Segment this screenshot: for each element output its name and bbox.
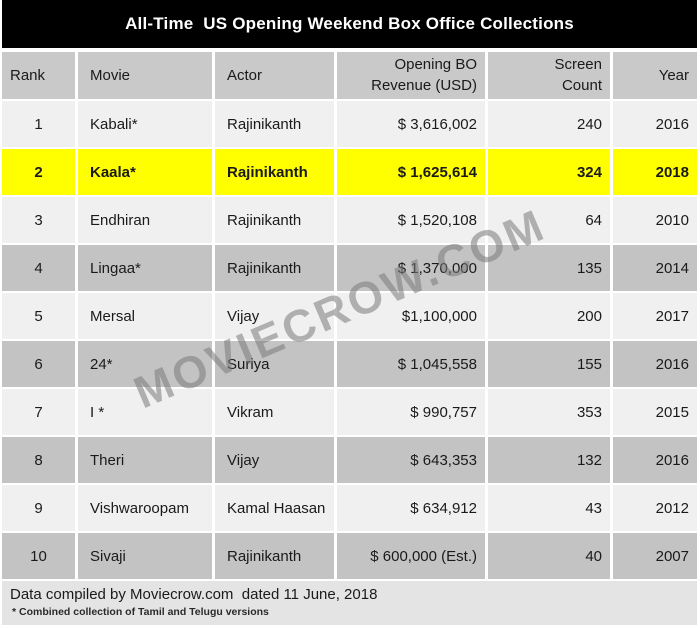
cell-rank: 4 xyxy=(2,245,75,291)
cell-revenue: $ 643,353 xyxy=(337,437,485,483)
cell-actor: Suriya xyxy=(215,341,334,387)
cell-rank: 10 xyxy=(2,533,75,579)
cell-rank: 1 xyxy=(2,101,75,147)
cell-year: 2012 xyxy=(613,485,697,531)
col-header-revenue: Opening BO Revenue (USD) xyxy=(337,52,485,99)
cell-revenue: $ 1,045,558 xyxy=(337,341,485,387)
cell-year: 2014 xyxy=(613,245,697,291)
col-header-movie: Movie xyxy=(78,52,212,99)
cell-actor: Rajinikanth xyxy=(215,245,334,291)
cell-rank: 5 xyxy=(2,293,75,339)
cell-revenue: $1,100,000 xyxy=(337,293,485,339)
cell-actor: Vijay xyxy=(215,293,334,339)
cell-year: 2016 xyxy=(613,101,697,147)
cell-actor: Rajinikanth xyxy=(215,533,334,579)
cell-actor: Vijay xyxy=(215,437,334,483)
cell-movie: I * xyxy=(78,389,212,435)
cell-screens: 155 xyxy=(488,341,610,387)
cell-movie: Sivaji xyxy=(78,533,212,579)
cell-movie: Mersal xyxy=(78,293,212,339)
cell-revenue: $ 634,912 xyxy=(337,485,485,531)
cell-year: 2017 xyxy=(613,293,697,339)
col-header-rank: Rank xyxy=(2,52,75,99)
col-header-year: Year xyxy=(613,52,697,99)
cell-actor: Vikram xyxy=(215,389,334,435)
cell-actor: Rajinikanth xyxy=(215,101,334,147)
cell-screens: 43 xyxy=(488,485,610,531)
cell-actor: Rajinikanth xyxy=(215,149,334,195)
cell-actor: Kamal Haasan xyxy=(215,485,334,531)
cell-revenue: $ 3,616,002 xyxy=(337,101,485,147)
cell-movie: Theri xyxy=(78,437,212,483)
box-office-table: Rank Movie Actor Opening BO Revenue (USD… xyxy=(2,52,697,579)
cell-rank: 7 xyxy=(2,389,75,435)
cell-movie: Kaala* xyxy=(78,149,212,195)
cell-movie: 24* xyxy=(78,341,212,387)
cell-year: 2010 xyxy=(613,197,697,243)
cell-movie: Lingaa* xyxy=(78,245,212,291)
cell-revenue: $ 600,000 (Est.) xyxy=(337,533,485,579)
cell-movie: Vishwaroopam xyxy=(78,485,212,531)
cell-screens: 40 xyxy=(488,533,610,579)
cell-screens: 64 xyxy=(488,197,610,243)
cell-movie: Endhiran xyxy=(78,197,212,243)
cell-year: 2016 xyxy=(613,341,697,387)
col-header-actor: Actor xyxy=(215,52,334,99)
cell-revenue: $ 1,520,108 xyxy=(337,197,485,243)
cell-rank: 8 xyxy=(2,437,75,483)
cell-screens: 324 xyxy=(488,149,610,195)
cell-movie: Kabali* xyxy=(78,101,212,147)
cell-revenue: $ 1,625,614 xyxy=(337,149,485,195)
cell-revenue: $ 990,757 xyxy=(337,389,485,435)
cell-year: 2018 xyxy=(613,149,697,195)
page-title: All-Time US Opening Weekend Box Office C… xyxy=(125,14,574,33)
col-header-screens: Screen Count xyxy=(488,52,610,99)
cell-rank: 9 xyxy=(2,485,75,531)
cell-screens: 240 xyxy=(488,101,610,147)
cell-rank: 3 xyxy=(2,197,75,243)
title-bar: All-Time US Opening Weekend Box Office C… xyxy=(2,0,697,48)
footer-note: Data compiled by Moviecrow.com dated 11 … xyxy=(10,586,378,603)
cell-rank: 6 xyxy=(2,341,75,387)
cell-screens: 353 xyxy=(488,389,610,435)
cell-screens: 135 xyxy=(488,245,610,291)
footer-footnote: * Combined collection of Tamil and Telug… xyxy=(12,606,269,618)
cell-actor: Rajinikanth xyxy=(215,197,334,243)
footer: Data compiled by Moviecrow.com dated 11 … xyxy=(2,581,697,625)
cell-rank: 2 xyxy=(2,149,75,195)
cell-year: 2007 xyxy=(613,533,697,579)
cell-screens: 200 xyxy=(488,293,610,339)
cell-year: 2016 xyxy=(613,437,697,483)
cell-year: 2015 xyxy=(613,389,697,435)
cell-screens: 132 xyxy=(488,437,610,483)
cell-revenue: $ 1,370,000 xyxy=(337,245,485,291)
